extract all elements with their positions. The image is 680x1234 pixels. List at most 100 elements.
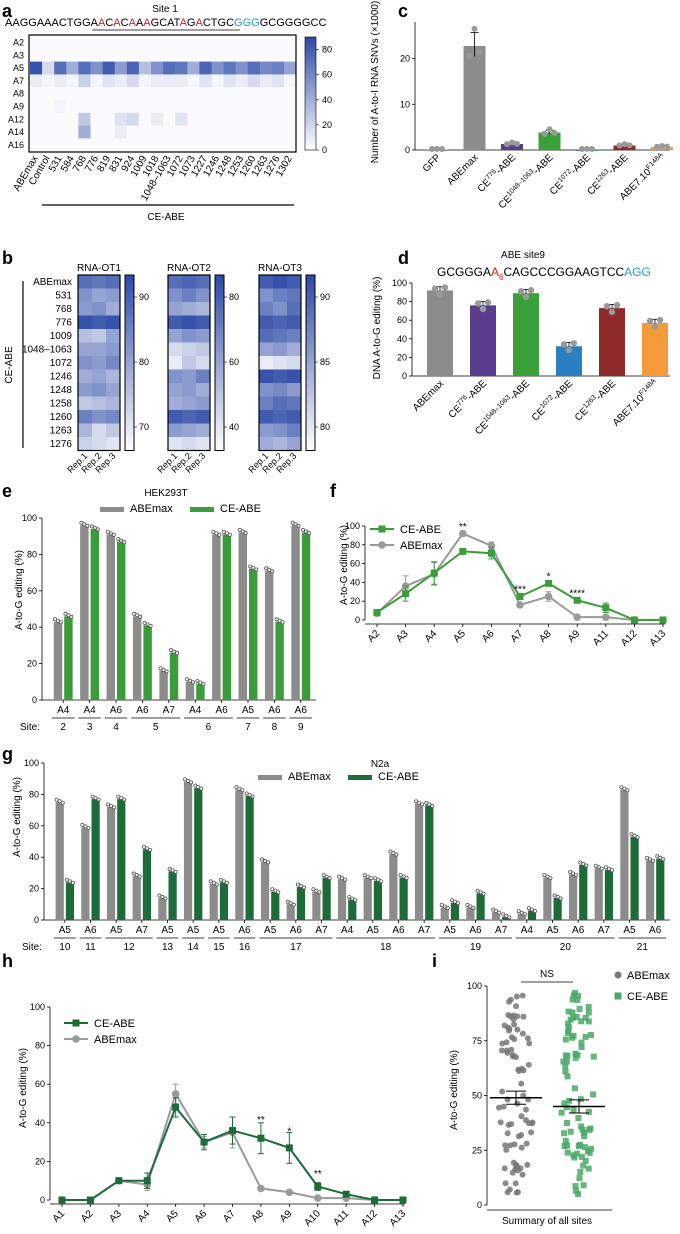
e-replicate-dot xyxy=(105,529,110,534)
b-heat-cell xyxy=(168,275,183,289)
e-replicate-dot xyxy=(270,569,275,574)
a-heat-cell xyxy=(235,36,249,50)
e-bar-abemax xyxy=(212,534,221,700)
e-replicate-dot xyxy=(248,564,253,569)
a-colorbar-tick-label: 60 xyxy=(322,70,332,80)
c-replicate-dot xyxy=(439,146,445,153)
a-heat-cell xyxy=(199,87,212,101)
e-replicate-dot xyxy=(240,529,245,534)
i-point-ce-abe xyxy=(578,1123,585,1130)
i-point-ce-abe xyxy=(574,996,581,1003)
e-x-tick-label: A6 xyxy=(136,705,149,716)
g-replicate-dot xyxy=(401,874,406,879)
a-heat-cell xyxy=(247,74,261,88)
g-replicate-dot xyxy=(347,895,352,900)
h-marker-ce-abe xyxy=(257,1134,265,1142)
i-point-ce-abe xyxy=(565,1024,572,1031)
e-x-tick-label: A4 xyxy=(189,705,202,716)
b-heat-cell xyxy=(106,302,121,316)
b-heat-cell xyxy=(106,410,121,424)
b-row-label: 1260 xyxy=(50,412,73,423)
a-heat-cell xyxy=(187,87,200,101)
e-replicate-dot xyxy=(69,614,74,619)
panel-label-e: e xyxy=(2,481,12,501)
g-bar-ce-abe xyxy=(502,916,511,920)
a-heat-cell xyxy=(42,74,55,88)
g-bar-abemax xyxy=(389,854,398,920)
i-point-abemax xyxy=(504,1189,511,1196)
a-heat-cell xyxy=(42,125,55,139)
d-x-tick-part: ABEmax xyxy=(411,378,446,413)
d-sequence-part: GCGGGA xyxy=(437,265,491,279)
e-replicate-dot xyxy=(175,651,180,656)
i-point-ce-abe xyxy=(580,1162,587,1169)
i-legend-marker-ce-abe xyxy=(614,992,622,1000)
g-replicate-dot xyxy=(606,866,611,871)
g-x-tick-label: A6 xyxy=(392,925,405,936)
a-heat-cell xyxy=(199,74,212,88)
e-bar-abemax xyxy=(80,525,89,700)
b-heat-cell xyxy=(273,423,288,438)
g-replicate-dot xyxy=(578,860,583,865)
b-colorbar-tick-label: 90 xyxy=(139,292,149,302)
g-bar-abemax xyxy=(260,861,270,920)
e-replicate-dot xyxy=(280,620,285,625)
d-x-tick-part: -ABE xyxy=(551,378,576,403)
i-point-ce-abe xyxy=(590,1091,597,1098)
i-point-ce-abe xyxy=(581,1133,588,1140)
b-heat-cell xyxy=(168,383,183,397)
b-heat-cell xyxy=(259,383,274,397)
a-heat-cell xyxy=(259,100,273,114)
b-heat-cell xyxy=(259,356,274,370)
d-x-tick-label: ABEmax xyxy=(411,378,446,413)
f-y-tick-label: 60 xyxy=(350,559,360,569)
g-replicate-dot xyxy=(491,907,496,912)
b-heatmap-frame xyxy=(167,274,211,452)
a-sequence-letter: C xyxy=(318,17,326,29)
g-replicate-dot xyxy=(266,860,271,865)
b-heat-cell xyxy=(259,275,274,289)
i-point-ce-abe xyxy=(566,1097,573,1104)
b-heat-cell xyxy=(287,342,302,357)
i-point-abemax xyxy=(499,1040,506,1047)
e-bar-ce-abe xyxy=(143,625,152,700)
a-sequence-letter: G xyxy=(276,17,285,29)
a-heat-cell xyxy=(42,100,55,114)
g-replicate-dot xyxy=(244,791,249,796)
f-marker-abemax xyxy=(573,613,581,621)
f-ylabel: A-to-G editing (%) xyxy=(339,525,350,605)
h-marker-ce-abe xyxy=(371,1196,379,1204)
a-heat-cell xyxy=(78,87,91,101)
c-replicate-dot xyxy=(546,126,553,133)
e-replicate-dot xyxy=(63,611,68,616)
b-colorbar xyxy=(214,274,225,451)
h-significance: ** xyxy=(257,1115,265,1126)
g-replicate-dot xyxy=(247,792,252,797)
i-point-ce-abe xyxy=(588,1145,595,1152)
c-ylabel: Number of A-to-I RNA SNVs (×1000) xyxy=(370,1,381,164)
g-y-tick-label: 100 xyxy=(24,758,39,768)
g-replicate-dot xyxy=(571,871,576,876)
a-colorbar-tick-label: 0 xyxy=(322,145,327,155)
e-replicate-dot xyxy=(301,528,306,533)
e-bar-ce-abe xyxy=(64,616,73,700)
b-heat-cell xyxy=(78,410,93,424)
a-heat-cell xyxy=(223,74,236,88)
e-y-tick-label: 80 xyxy=(27,549,37,559)
i-point-ce-abe xyxy=(570,1014,577,1021)
a-heat-cell xyxy=(66,61,79,75)
g-x-tick-label: A5 xyxy=(187,925,200,936)
g-x-tick-label: A5 xyxy=(367,925,380,936)
e-x-tick-label: A7 xyxy=(163,705,176,716)
h-marker-ce-abe xyxy=(314,1182,322,1190)
g-bar-ce-abe xyxy=(656,858,665,920)
h-marker-ce-abe xyxy=(58,1196,66,1204)
g-replicate-dot xyxy=(134,873,139,878)
g-replicate-dot xyxy=(193,783,198,788)
g-x-tick-label: A6 xyxy=(238,925,251,936)
f-y-tick-label: 100 xyxy=(345,521,360,531)
b-heat-cell xyxy=(196,329,211,343)
a-heat-cell xyxy=(114,125,128,139)
a-row-label: A8 xyxy=(13,89,24,99)
b-heat-cell xyxy=(168,342,183,357)
